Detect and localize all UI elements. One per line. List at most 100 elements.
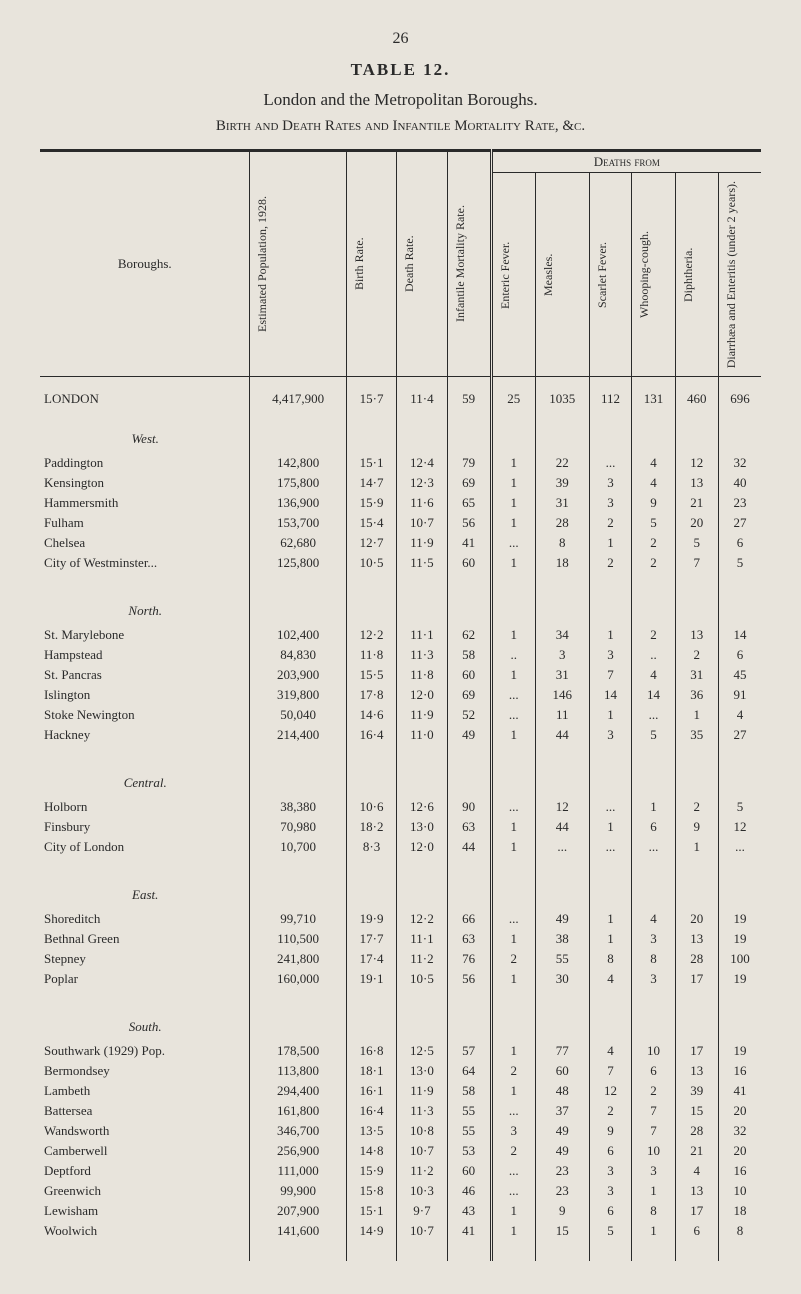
cell: 62 [447, 625, 491, 645]
cell: 1 [589, 705, 632, 725]
table-row: Stoke Newington50,04014·611·952...111...… [40, 705, 761, 725]
cell: 160,000 [250, 969, 346, 989]
cell: 3 [589, 645, 632, 665]
cell: 44 [535, 725, 589, 745]
cell: 17 [675, 1201, 718, 1221]
cell: 7 [632, 1101, 675, 1121]
cell: 4 [632, 665, 675, 685]
table-row: Bermondsey113,80018·113·064260761316 [40, 1061, 761, 1081]
cell: 38,380 [250, 797, 346, 817]
cell: 69 [447, 473, 491, 493]
cell: 9 [535, 1201, 589, 1221]
table-row: Shoreditch99,71019·912·266...49142019 [40, 909, 761, 929]
cell: 125,800 [250, 553, 346, 573]
cell: 1 [632, 1221, 675, 1241]
section-header: Central. [40, 765, 761, 797]
section-header: West. [40, 421, 761, 453]
cell: 3 [535, 645, 589, 665]
table-row: Lambeth294,40016·111·9581481223941 [40, 1081, 761, 1101]
cell: 53 [447, 1141, 491, 1161]
cell: 2 [491, 949, 535, 969]
cell: ... [491, 705, 535, 725]
col-measles: Measles. [535, 173, 589, 377]
cell: 460 [675, 377, 718, 422]
cell: 16·4 [346, 725, 396, 745]
cell: Hammersmith [40, 493, 250, 513]
cell: 10,700 [250, 837, 346, 857]
cell: 10·7 [397, 1141, 447, 1161]
cell: 11·9 [397, 533, 447, 553]
cell: 3 [589, 1161, 632, 1181]
cell: 36 [675, 685, 718, 705]
table-title: TABLE 12. [40, 60, 761, 80]
table-row: Woolwich141,60014·910·7411155168 [40, 1221, 761, 1241]
col-diph: Diphtheria. [675, 173, 718, 377]
cell: 4,417,900 [250, 377, 346, 422]
table-row: Hackney214,40016·411·049144353527 [40, 725, 761, 745]
cell: 2 [632, 533, 675, 553]
cell: 15·1 [346, 1201, 396, 1221]
table-row: St. Marylebone102,40012·211·162134121314 [40, 625, 761, 645]
cell: 64 [447, 1061, 491, 1081]
cell: 10 [632, 1041, 675, 1061]
table-row: Lewisham207,90015·19·74319681718 [40, 1201, 761, 1221]
cell: 11·2 [397, 1161, 447, 1181]
cell: 1 [491, 725, 535, 745]
cell: 41 [447, 533, 491, 553]
cell: 58 [447, 645, 491, 665]
cell: 16·1 [346, 1081, 396, 1101]
col-scarlet: Scarlet Fever. [589, 173, 632, 377]
cell: 4 [632, 453, 675, 473]
cell: 40 [718, 473, 761, 493]
cell: 23 [535, 1161, 589, 1181]
table-row: Camberwell256,90014·810·7532496102120 [40, 1141, 761, 1161]
cell: 12·0 [397, 837, 447, 857]
col-birth: Birth Rate. [346, 151, 396, 377]
cell: 2 [589, 1101, 632, 1121]
cell: 1 [491, 817, 535, 837]
cell: 11·3 [397, 645, 447, 665]
cell: 1 [589, 929, 632, 949]
cell: 10 [718, 1181, 761, 1201]
cell: 1 [491, 1081, 535, 1101]
table-row: Deptford111,00015·911·260...2333416 [40, 1161, 761, 1181]
table-row: Hammersmith136,90015·911·665131392123 [40, 493, 761, 513]
cell: 1 [491, 837, 535, 857]
cell: ... [632, 837, 675, 857]
cell: 19·9 [346, 909, 396, 929]
cell: 12·7 [346, 533, 396, 553]
cell: 1 [491, 625, 535, 645]
cell: 11·1 [397, 929, 447, 949]
cell: 207,900 [250, 1201, 346, 1221]
cell: 49 [535, 909, 589, 929]
cell: 13·0 [397, 1061, 447, 1081]
cell: 1 [632, 797, 675, 817]
cell: LONDON [40, 377, 250, 422]
cell: Shoreditch [40, 909, 250, 929]
cell: 18 [535, 553, 589, 573]
cell: ... [632, 705, 675, 725]
cell: 17·4 [346, 949, 396, 969]
cell: Chelsea [40, 533, 250, 553]
cell: 65 [447, 493, 491, 513]
cell: 1 [589, 817, 632, 837]
cell: 14·7 [346, 473, 396, 493]
table-row: City of Westminster...125,80010·511·5601… [40, 553, 761, 573]
cell: 6 [589, 1201, 632, 1221]
cell: 1 [491, 1201, 535, 1221]
section-header: South. [40, 1009, 761, 1041]
cell: 1 [675, 837, 718, 857]
col-boroughs: Boroughs. [40, 151, 250, 377]
cell: 15·7 [346, 377, 396, 422]
cell: Islington [40, 685, 250, 705]
cell: 6 [589, 1141, 632, 1161]
cell: 12·3 [397, 473, 447, 493]
cell: 55 [535, 949, 589, 969]
cell: 11·2 [397, 949, 447, 969]
cell: 2 [589, 553, 632, 573]
cell: ... [589, 453, 632, 473]
cell: 319,800 [250, 685, 346, 705]
table-row: Southwark (1929) Pop.178,50016·812·55717… [40, 1041, 761, 1061]
cell: 696 [718, 377, 761, 422]
cell: 10·6 [346, 797, 396, 817]
